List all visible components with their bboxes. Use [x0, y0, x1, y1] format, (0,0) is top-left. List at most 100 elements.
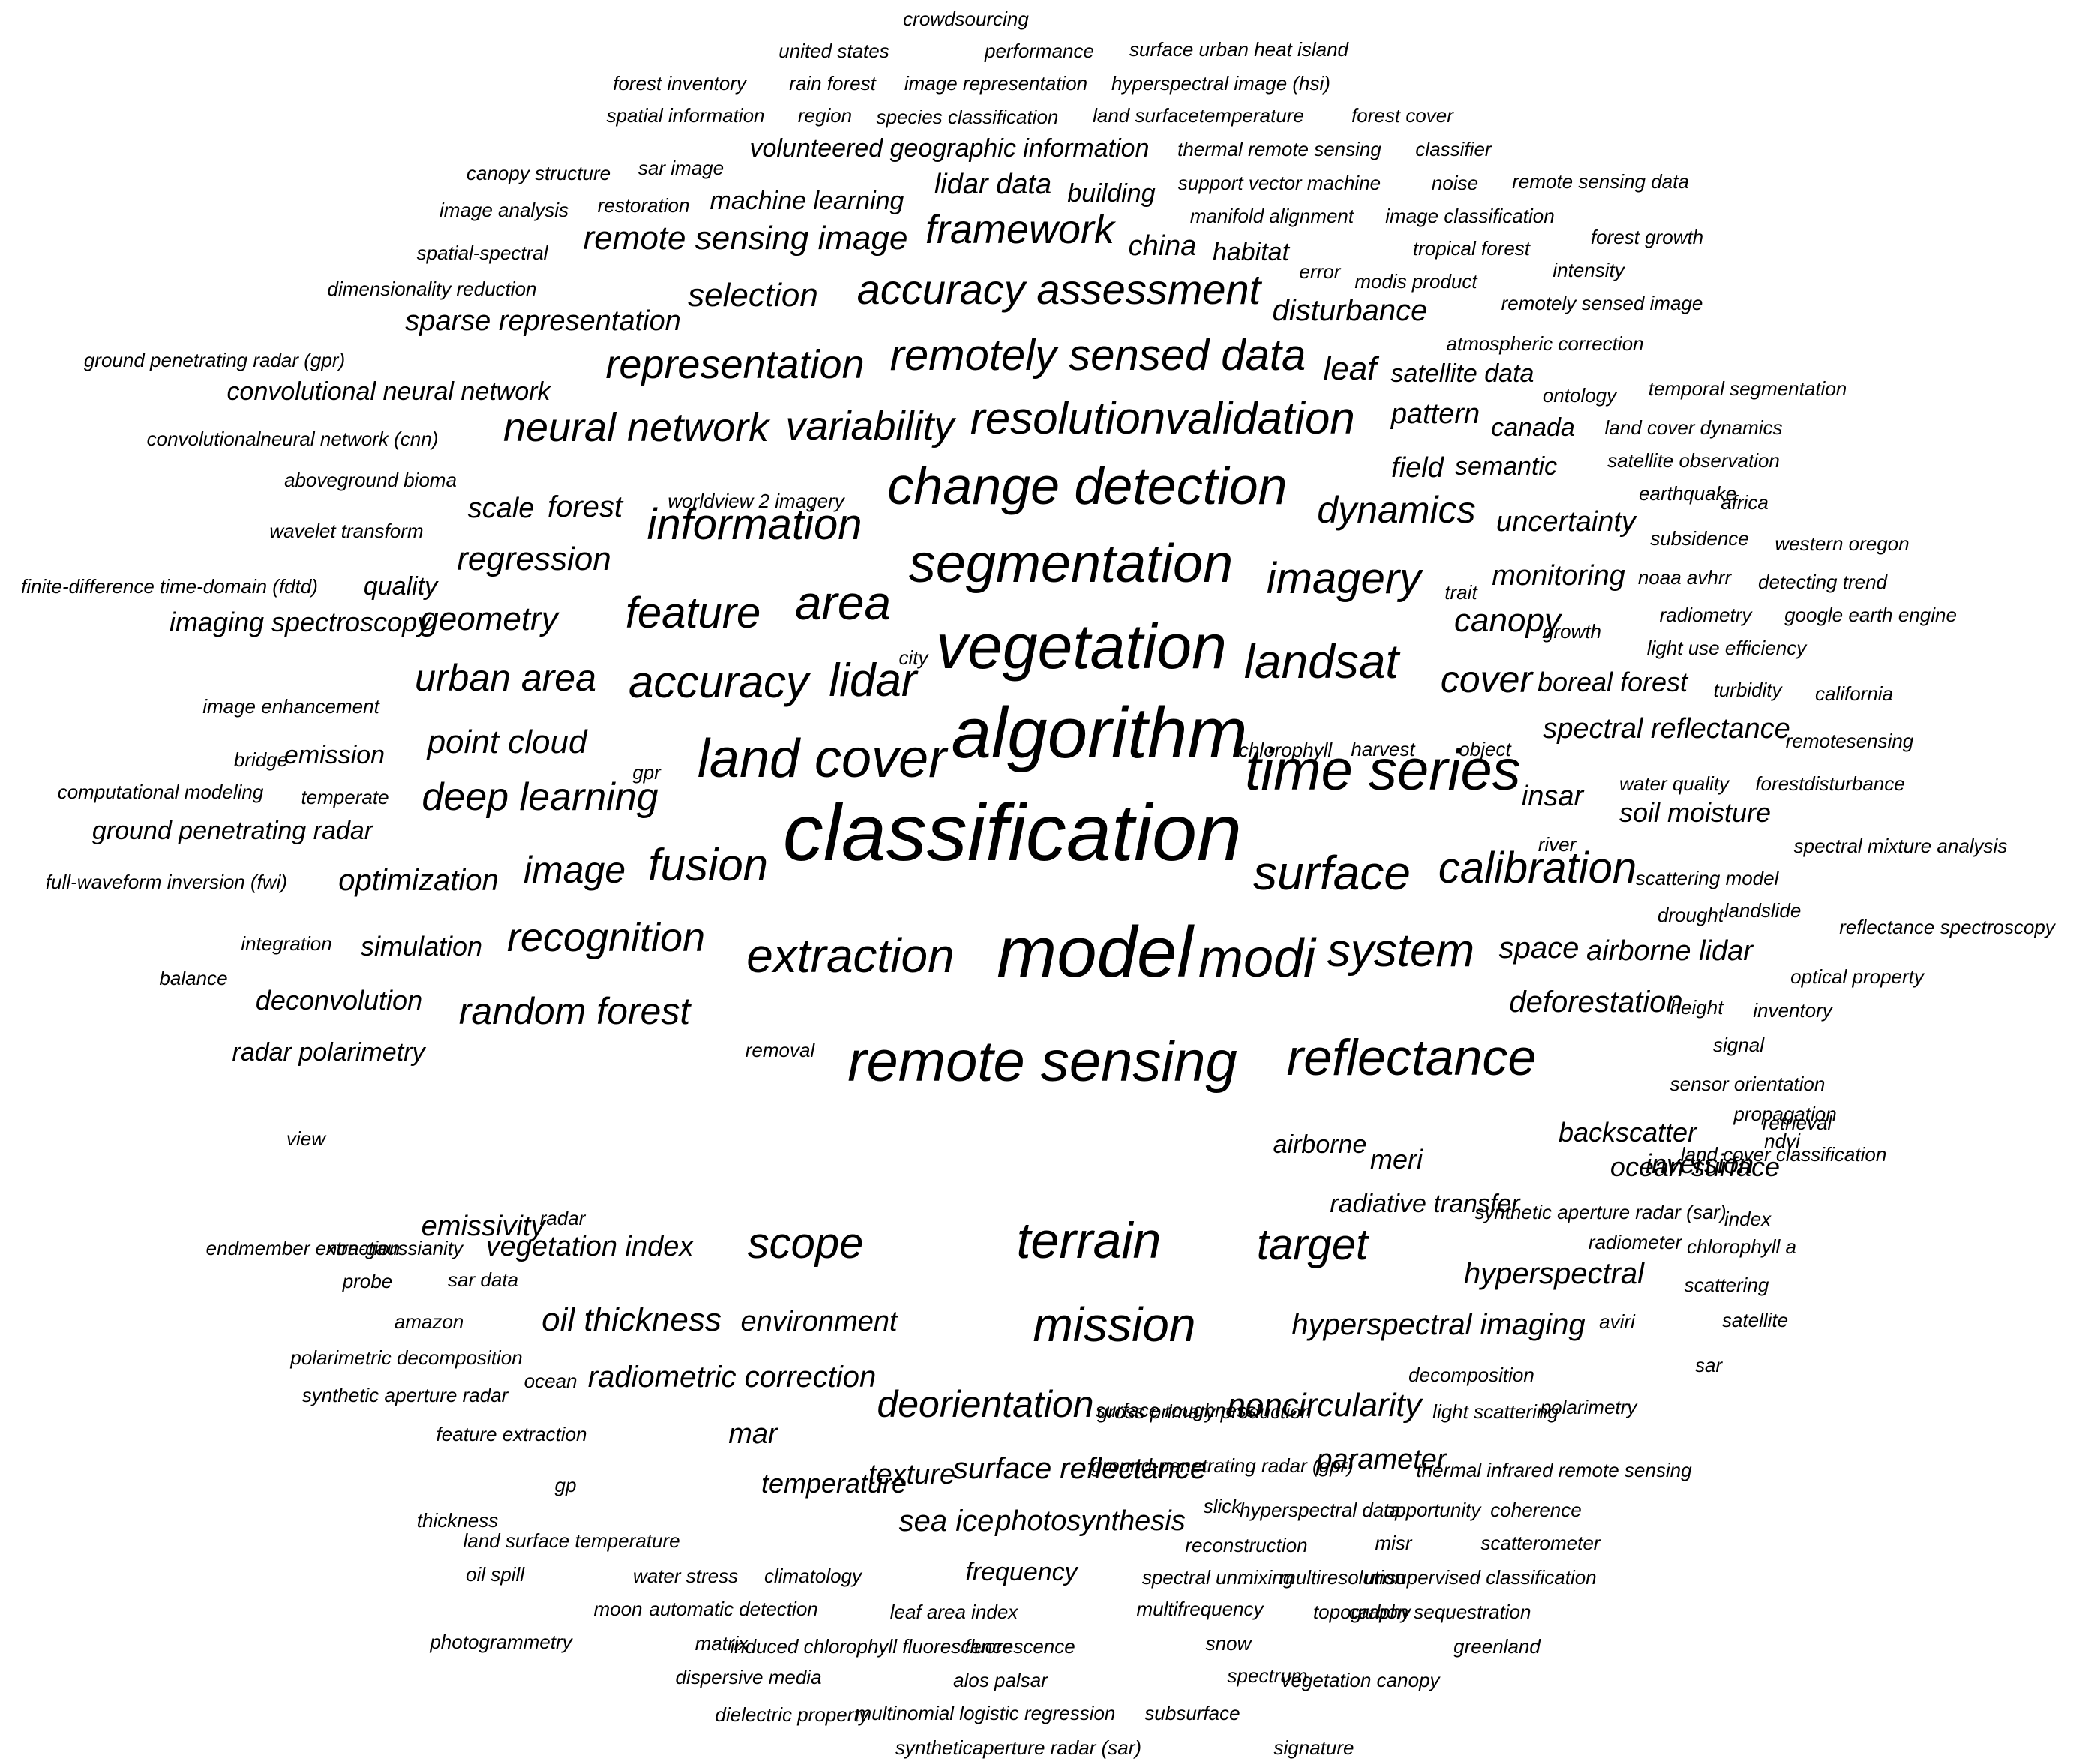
word: space	[1498, 932, 1580, 964]
word: china	[1128, 230, 1197, 262]
word: atmospheric correction	[1446, 332, 1644, 355]
word: image representation	[904, 72, 1088, 94]
word: syntheticaperture radar (sar)	[895, 1736, 1142, 1759]
word: bridge	[233, 748, 289, 771]
word: urban area	[415, 657, 596, 699]
word: simulation	[360, 931, 483, 962]
word: aviri	[1599, 1310, 1635, 1333]
word: support vector machine	[1178, 172, 1382, 194]
word: canopy structure	[466, 162, 611, 184]
word: reflectance	[1286, 1029, 1537, 1086]
word: probe	[342, 1270, 393, 1292]
word: water stress	[632, 1564, 739, 1587]
word: temporal segmentation	[1648, 377, 1847, 400]
word: california	[1814, 682, 1894, 705]
word: land surface temperature	[463, 1529, 680, 1552]
word: noise	[1431, 172, 1479, 194]
word: canada	[1491, 413, 1575, 442]
word: oil spill	[465, 1563, 525, 1586]
word: reflectance spectroscopy	[1839, 916, 2055, 938]
word: retrieval	[1762, 1112, 1832, 1134]
word: forest growth	[1590, 226, 1704, 248]
word: drought	[1657, 904, 1724, 926]
word: land cover	[697, 729, 947, 789]
word: land cover dynamics	[1604, 416, 1783, 439]
word: gp	[554, 1474, 577, 1496]
word: image classification	[1385, 205, 1555, 227]
word: model	[997, 912, 1193, 992]
word: signature	[1274, 1736, 1354, 1759]
word: mission	[1033, 1298, 1196, 1352]
word: validation	[1165, 393, 1355, 443]
word: system	[1327, 925, 1475, 976]
word: classification	[782, 787, 1243, 878]
word: feature	[625, 589, 761, 638]
word: ground-penetrating radar (gpr)	[1091, 1454, 1354, 1477]
word: chlorophyll	[1238, 739, 1333, 761]
word: land cover classification	[1680, 1143, 1887, 1166]
word: scope	[747, 1219, 864, 1268]
word: disturbance	[1272, 294, 1428, 327]
word: area	[794, 576, 892, 630]
word: harvest	[1351, 738, 1415, 760]
word: convolutionalneural network (cnn)	[146, 428, 439, 450]
word: accuracy assessment	[856, 266, 1262, 313]
word: performance	[985, 40, 1094, 62]
word: ndvi	[1764, 1130, 1800, 1152]
word: topography	[1312, 1600, 1412, 1623]
word: imaging spectroscopy	[169, 607, 431, 638]
word: deforestation	[1509, 986, 1683, 1018]
word: texture	[868, 1459, 956, 1490]
word: remote sensing data	[1512, 170, 1689, 193]
word: ocean surface	[1610, 1151, 1780, 1182]
word: photosynthesis	[995, 1505, 1186, 1537]
word: photogrammetry	[430, 1630, 572, 1653]
word: surface reflectance	[953, 1452, 1207, 1485]
word: view	[286, 1127, 326, 1150]
word: light use efficiency	[1646, 637, 1807, 659]
word: light scattering	[1432, 1400, 1558, 1423]
word: insar	[1521, 781, 1584, 812]
word: forest cover	[1352, 104, 1454, 127]
word: temperature	[760, 1468, 908, 1498]
word: dispersive media	[675, 1666, 822, 1688]
word: hyperspectral image (hsi)	[1112, 72, 1330, 94]
word: automatic detection	[649, 1598, 818, 1620]
word: vegetation index	[485, 1231, 694, 1262]
word: recognition	[506, 915, 706, 960]
word: leaf area index	[890, 1600, 1018, 1623]
word: carbon sequestration	[1348, 1600, 1532, 1623]
word: backscatter	[1558, 1117, 1697, 1148]
word: pattern	[1390, 398, 1480, 430]
word: chlorophyll a	[1687, 1235, 1796, 1258]
word: spectral reflectance	[1543, 713, 1790, 745]
word: gross primary production	[1096, 1400, 1312, 1423]
word: africa	[1720, 491, 1768, 514]
word: cover	[1440, 658, 1533, 700]
word: habitat	[1212, 238, 1290, 266]
word: airborne	[1273, 1130, 1367, 1159]
word: restoration	[597, 194, 690, 217]
word: balance	[159, 967, 228, 989]
word: multifrequency	[1136, 1598, 1264, 1620]
word: index	[1724, 1208, 1772, 1230]
word: lidar	[829, 655, 917, 706]
word: detecting trend	[1757, 571, 1888, 593]
word: feature extraction	[436, 1423, 587, 1445]
word: western oregon	[1774, 532, 1910, 555]
word: remotely sensed image	[1501, 292, 1703, 314]
word: synthetic aperture radar	[302, 1384, 508, 1406]
word: united states	[778, 40, 890, 62]
word: remotesensing	[1785, 730, 1914, 752]
word: remotely sensed data	[890, 331, 1306, 380]
word: selection	[688, 277, 818, 314]
word: extraction	[746, 928, 955, 982]
word: species classification	[876, 106, 1059, 128]
word: image analysis	[440, 199, 568, 221]
word: forestdisturbance	[1755, 772, 1905, 795]
word: modis product	[1354, 270, 1478, 292]
word: finite-difference time-domain (fdtd)	[21, 575, 318, 598]
word: gpr	[632, 761, 661, 784]
word: landsat	[1244, 634, 1400, 688]
word: alos palsar	[953, 1669, 1048, 1691]
